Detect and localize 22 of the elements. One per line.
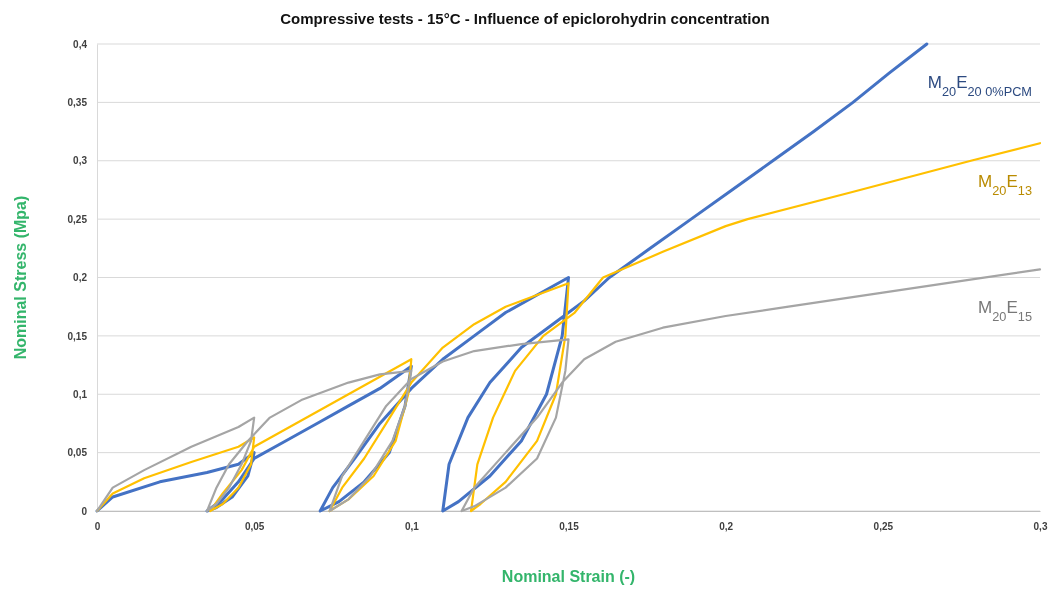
- y-tick-label: 0,2: [73, 272, 88, 284]
- y-tick-label: 0,25: [67, 213, 88, 225]
- x-tick-label: 0,3: [1033, 521, 1048, 533]
- y-tick-label: 0: [81, 505, 88, 517]
- y-tick-label: 0,05: [67, 447, 88, 459]
- series-label: M$_{20}$E$_{15}$: [978, 298, 1032, 324]
- y-tick-label: 0,3: [73, 155, 88, 167]
- x-tick-label: 0,1: [404, 521, 420, 533]
- chart-title: Compressive tests - 15°C - Influence of epiclorohydrin concentration: [280, 10, 770, 27]
- y-tick-label: 0,15: [67, 330, 88, 342]
- x-tick-label: 0,15: [559, 521, 580, 533]
- y-tick-label: 0,4: [73, 38, 88, 50]
- y-tick-label: 0,35: [67, 97, 88, 109]
- x-tick-label: 0: [94, 521, 101, 533]
- x-axis-title: Nominal Strain (-): [501, 568, 636, 585]
- series-label: M$_{20}$E$_{13}$: [978, 172, 1032, 198]
- y-tick-label: 0,1: [73, 388, 88, 400]
- x-tick-label: 0,25: [873, 521, 894, 533]
- series-label: M$_{20}$E$_{20 0%PCM}$: [927, 73, 1032, 99]
- x-tick-label: 0,05: [244, 521, 265, 533]
- y-axis-title: Nominal Stress (Mpa): [12, 195, 29, 360]
- x-tick-label: 0,2: [719, 521, 734, 533]
